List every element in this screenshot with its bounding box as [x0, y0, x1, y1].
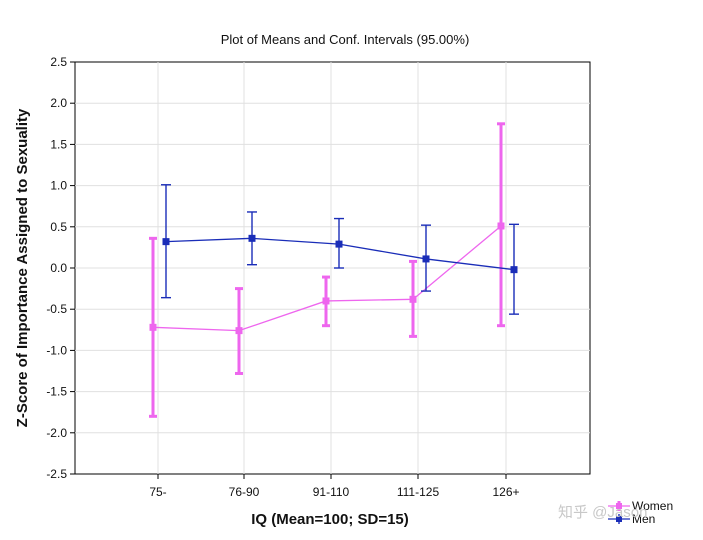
legend-women-label: Women: [632, 499, 673, 513]
legend-men-marker: [616, 516, 622, 522]
y-tick-label: 1.0: [50, 179, 67, 193]
legend-women-marker: [616, 503, 622, 509]
x-tick-label: 91-110: [313, 485, 350, 499]
x-tick-label: 126+: [492, 485, 519, 499]
men-point: [162, 238, 170, 246]
y-tick-label: -2.5: [46, 467, 67, 481]
x-tick-label: 75-: [149, 485, 166, 499]
legend-men-label: Men: [632, 512, 655, 526]
women-point: [149, 323, 157, 331]
y-tick-label: -0.5: [46, 302, 67, 316]
y-axis-label: Z-Score of Importance Assigned to Sexual…: [14, 108, 31, 427]
women-point: [497, 222, 505, 230]
men-point: [510, 266, 518, 274]
x-axis-label: IQ (Mean=100; SD=15): [251, 511, 409, 528]
y-tick-label: 2.5: [50, 55, 67, 69]
men-point: [335, 240, 343, 248]
y-tick-label: -2.0: [46, 426, 67, 440]
watermark: 知乎 @Jason: [558, 504, 647, 521]
chart-title: Plot of Means and Conf. Intervals (95.00…: [221, 32, 470, 47]
x-tick-label: 76-90: [229, 485, 260, 499]
men-point: [422, 255, 430, 263]
y-tick-label: 2.0: [50, 96, 67, 110]
y-axis-ticks: 2.5 2.0 1.5 1.0 0.5 0.0 -0.5 -1.0 -1.5 -2.0 -2.5: [46, 55, 75, 481]
y-tick-label: 0.0: [50, 261, 67, 275]
women-point: [409, 295, 417, 303]
y-tick-label: -1.0: [46, 343, 67, 357]
x-axis-ticks: 75- 76-90 91-110 111-125 126+: [149, 474, 520, 499]
women-point: [322, 297, 330, 305]
y-tick-label: 1.5: [50, 137, 67, 151]
men-point: [248, 234, 256, 242]
women-point: [235, 327, 243, 335]
data-series: [149, 122, 519, 418]
y-tick-label: -1.5: [46, 385, 67, 399]
x-tick-label: 111-125: [397, 485, 440, 499]
y-tick-label: 0.5: [50, 220, 67, 234]
